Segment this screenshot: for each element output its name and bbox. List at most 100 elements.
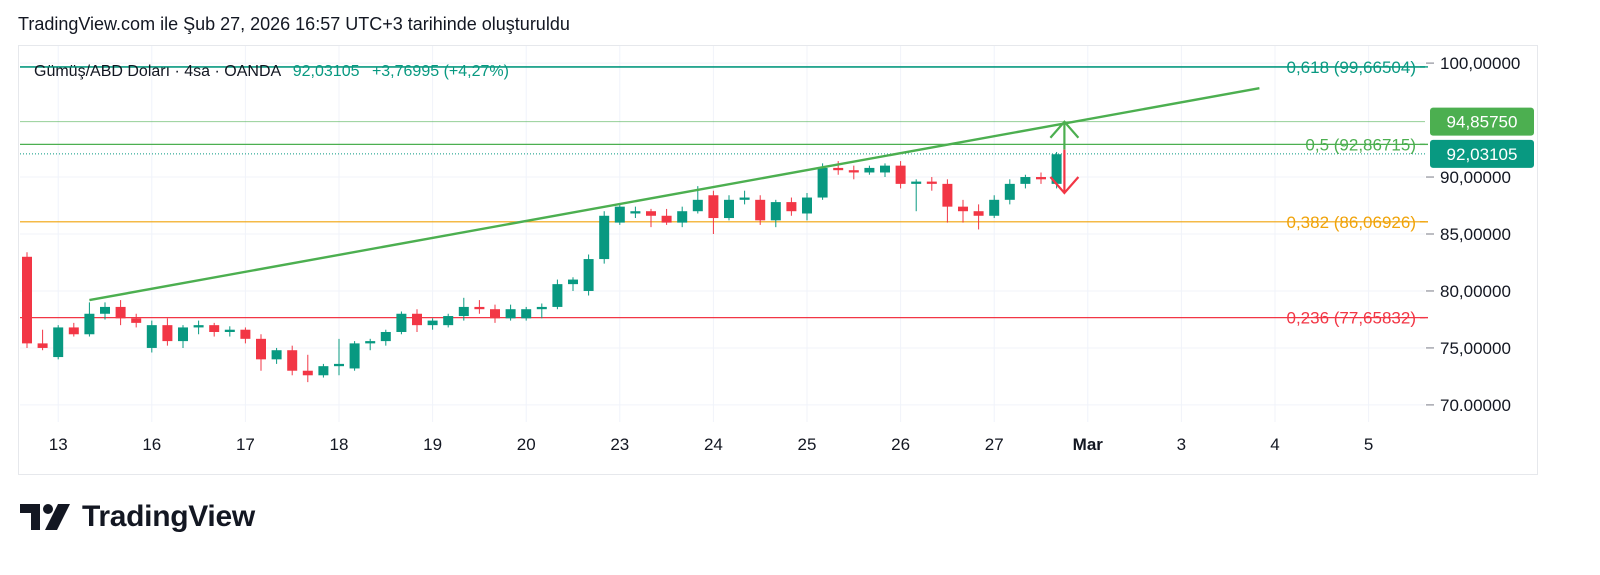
symbol-change: +3,76995 (+4,27%) [371,63,509,80]
symbol-name: Gümüş/ABD Doları · 4sa · OANDA [34,63,281,80]
y-tick-label: 100,00000 [1440,54,1520,73]
tradingview-logo-text: TradingView [82,500,255,533]
candle-body [162,325,173,342]
candle-body [739,197,750,200]
candle-body [911,181,922,184]
candle-body [178,327,188,342]
y-tick-label: 80,00000 [1440,282,1511,301]
candle-body [614,206,625,223]
candle-body [68,327,79,335]
y-tick-label: 90,00000 [1440,168,1511,187]
candle-body [630,211,641,214]
candle-body [84,313,95,335]
x-tick-label: 25 [798,435,817,454]
fib-level-label: 0,382 (86,06926) [1287,213,1417,232]
x-tick-label: 3 [1177,435,1186,454]
candle-body [146,325,157,348]
candle-body [458,306,469,317]
x-tick-label: 18 [330,435,349,454]
grid-layer [20,46,1434,422]
candle-body [349,343,360,369]
last-price-tag-bg [1430,139,1534,168]
fib-level-label: 0,618 (99,66504) [1287,58,1417,77]
candle-body [412,313,422,326]
fib-level-label: 0,5 (92,86715) [1305,135,1416,154]
x-tick-label: 23 [610,435,629,454]
candle-body [505,309,516,319]
symbol-info-line: Gümüş/ABD Doları · 4sa · OANDA 92,03105 … [34,63,509,81]
candle-body [536,306,547,310]
candle-body [1051,154,1062,184]
x-tick-label: 16 [142,435,161,454]
candle-body [209,325,220,332]
candle-body [365,341,376,344]
candle-body [53,327,64,358]
candle-body [770,202,781,221]
label-layer: 100,00000 90,00000 85,00000 80,00000 75,0000… [49,54,1534,454]
x-tick-label: 17 [236,435,255,454]
candle-body [552,284,563,307]
candle-body [1004,183,1015,200]
x-tick-label: 19 [423,435,442,454]
candle-body [661,215,672,223]
candle-body [755,199,766,221]
candle-body [37,343,48,348]
candle-body [100,306,110,314]
symbol-last-price: 92,03105 [292,63,360,80]
chart-snapshot-caption: TradingView.com ile Şub 27, 2026 16:57 U… [18,14,570,34]
x-tick-label: Mar [1073,435,1104,454]
candle-body [895,165,906,184]
x-tick-label: 20 [517,435,536,454]
x-tick-label: 4 [1270,435,1279,454]
y-tick-label: 75,00000 [1440,339,1511,358]
candle-body [193,325,204,328]
up-arrow-head [1049,120,1080,139]
candle-body [926,181,937,184]
candle-body [942,183,953,207]
candle-body [958,206,968,212]
candle-body [786,202,797,212]
candle-body [318,366,329,376]
candle-body [692,199,703,212]
candle-body [802,197,812,214]
candle-body [131,318,142,323]
candle-body [973,211,984,216]
x-tick-label: 13 [49,435,68,454]
x-tick-label: 27 [985,435,1004,454]
candle-body [848,170,859,173]
candle-body [427,320,438,326]
tradingview-logo: TradingView [20,500,255,534]
candle-body [287,350,298,371]
candle-body [864,167,875,173]
tradingview-logo-icon [20,504,70,530]
fib-level-label: 0,236 (77,65832) [1287,309,1417,328]
candle-body [271,350,282,360]
target-price-tag-bg [1430,107,1534,136]
fib-level-layer [20,66,1425,319]
candle-body [599,215,610,260]
down-arrow-head [1049,176,1080,195]
candle-body [256,338,266,360]
candle-body [302,370,313,376]
candle-body [708,195,719,219]
ascending-trendline [89,86,1260,302]
candle-body [474,306,485,310]
x-tick-label: 24 [704,435,723,454]
candle-body [334,363,344,367]
candle-body [490,309,500,319]
candle-body [583,259,594,291]
overlay-layer [89,86,1260,302]
candle-body [521,309,532,319]
x-tick-label: 26 [891,435,910,454]
candle-body [240,329,251,339]
chart-frame[interactable] [18,45,1538,475]
candle-body [380,331,391,342]
y-tick-label: 70.00000 [1440,396,1511,415]
last-price-tag: 92,03105 [1447,145,1518,164]
candle-body [724,199,734,219]
y-tick-label: 85,00000 [1440,225,1511,244]
candle-body [677,211,688,223]
candle-body [224,329,235,332]
candle-body [568,279,578,285]
